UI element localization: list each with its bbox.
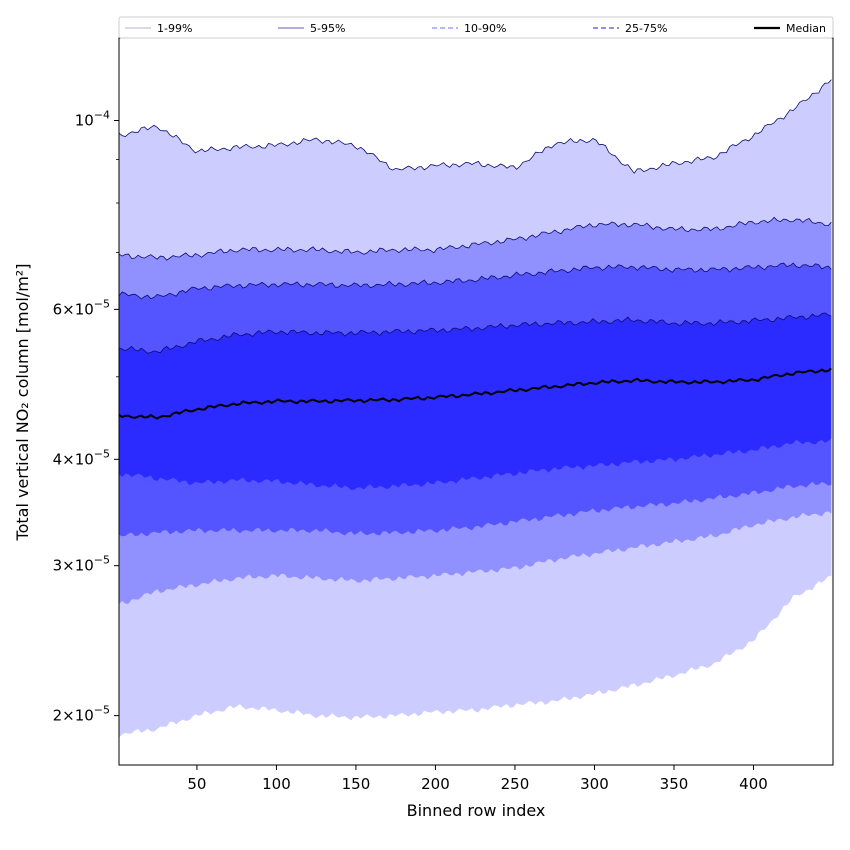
band-upper-edge bbox=[118, 262, 832, 300]
x-tick-label: 100 bbox=[262, 775, 291, 793]
x-tick-label: 200 bbox=[421, 775, 450, 793]
band-25-75pct bbox=[119, 312, 832, 490]
legend-label: 10-90% bbox=[464, 22, 506, 35]
x-axis: 50 100 150 200 250 300 350 400 bbox=[187, 765, 768, 793]
band-upper-edge bbox=[118, 79, 832, 174]
legend-label: 5-95% bbox=[310, 22, 345, 35]
y-tick-label: 2×10−5 bbox=[53, 704, 110, 725]
x-tick-label: 250 bbox=[501, 775, 530, 793]
legend-label: 1-99% bbox=[157, 22, 192, 35]
y-tick-label: 4×10−5 bbox=[53, 447, 110, 468]
x-tick-label: 400 bbox=[739, 775, 768, 793]
x-tick-label: 150 bbox=[342, 775, 371, 793]
legend-label: 25-75% bbox=[625, 22, 667, 35]
y-axis: 2×10−5 3×10−5 4×10−5 6×10−5 10−4 bbox=[53, 109, 119, 725]
x-axis-title: Binned row index bbox=[407, 801, 546, 820]
y-tick-label: 6×10−5 bbox=[53, 297, 110, 318]
x-tick-label: 300 bbox=[580, 775, 609, 793]
x-tick-label: 50 bbox=[187, 775, 206, 793]
band-upper-edge bbox=[118, 216, 832, 261]
legend-box bbox=[118, 16, 834, 39]
y-tick-label: 10−4 bbox=[75, 109, 110, 130]
y-axis-title: Total vertical NO₂ column [mol/m²] bbox=[13, 264, 32, 542]
median-line bbox=[118, 367, 833, 420]
legend-label: Median bbox=[786, 22, 826, 35]
legend: 1-99% 5-95% 10-90% 25-75% Median bbox=[118, 16, 834, 39]
y-tick-label: 3×10−5 bbox=[53, 554, 110, 575]
band-upper-edge bbox=[118, 312, 832, 354]
x-tick-label: 350 bbox=[660, 775, 689, 793]
median-layer bbox=[118, 367, 833, 420]
bands-layer bbox=[118, 79, 832, 738]
